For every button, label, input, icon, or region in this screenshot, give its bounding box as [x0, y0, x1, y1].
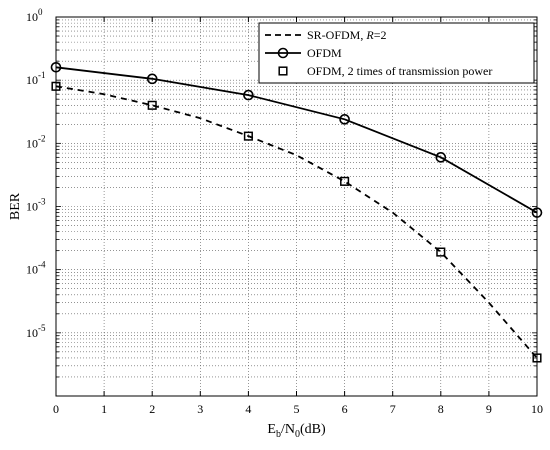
y-axis-label: BER — [8, 192, 23, 220]
legend-marker — [277, 47, 289, 59]
x-tick-label: 2 — [149, 402, 155, 416]
series-lines — [55, 66, 538, 359]
x-tick-label: 0 — [53, 402, 59, 416]
y-tick-label: 10-2 — [26, 133, 46, 150]
series-2-line — [55, 66, 538, 214]
series-2-marker — [146, 73, 158, 85]
x-tick-label: 7 — [390, 402, 396, 416]
legend-label: OFDM — [307, 46, 342, 60]
legend-marker — [278, 66, 288, 76]
series-2-marker — [339, 114, 350, 125]
legend: SR-OFDM, R=2 OFDM OFDM, 2 times of transmi… — [258, 22, 535, 84]
x-tick-label: 1 — [101, 402, 107, 416]
y-tick-label: 10-5 — [26, 323, 46, 340]
plot-frame — [55, 16, 538, 397]
series-1-line — [55, 85, 538, 359]
x-tick-label: 9 — [486, 402, 492, 416]
x-tick-label: 10 — [531, 402, 543, 416]
legend-label: OFDM, 2 times of transmission power — [307, 64, 492, 78]
x-axis-label: Eb/N0(dB) — [267, 422, 326, 440]
series-3-marker — [243, 131, 253, 141]
series-3-marker — [147, 100, 157, 110]
axis-labels: 0 1 2 3 4 5 6 7 8 9 10 100 10-1 10-2 10-3 10-4 10-5 Eb/N0… — [8, 7, 543, 440]
legend-label: SR-OFDM, R=2 — [307, 28, 386, 42]
legend-box — [258, 22, 535, 84]
series-2-marker — [435, 152, 447, 163]
y-tick-label: 100 — [26, 7, 43, 24]
series-3-marker — [340, 176, 350, 186]
x-tick-label: 3 — [197, 402, 203, 416]
y-tick-label: 10-4 — [26, 260, 46, 277]
x-tick-label: 8 — [438, 402, 444, 416]
series-2-marker — [243, 89, 254, 101]
x-tick-label: 6 — [342, 402, 348, 416]
x-tick-label: 5 — [294, 402, 300, 416]
y-tick-label: 10-3 — [26, 197, 46, 214]
y-tick-label: 10-1 — [26, 70, 46, 87]
series-3-marker — [436, 247, 446, 257]
x-tick-label: 4 — [245, 402, 251, 416]
